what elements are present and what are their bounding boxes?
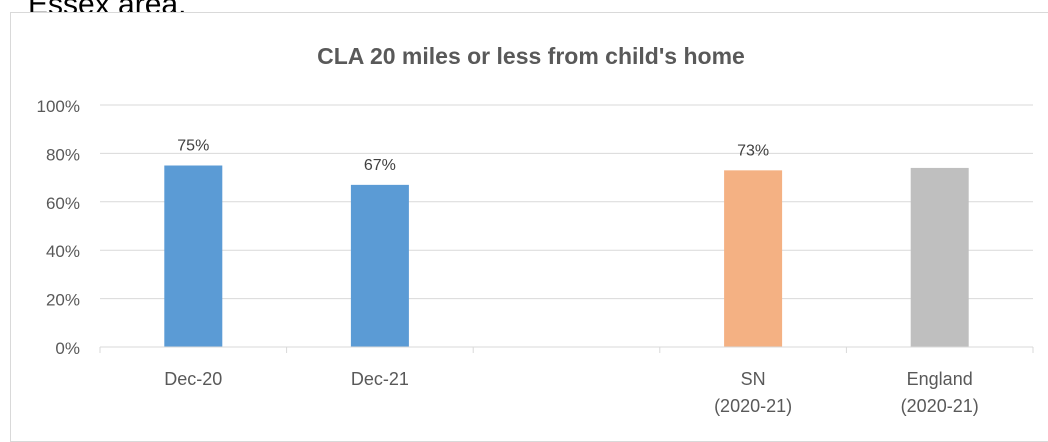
y-tick-label: 80% [46,145,80,164]
x-tick-label: England [907,369,973,389]
y-tick-label: 100% [37,97,80,116]
y-tick-label: 40% [46,242,80,261]
y-tick-label: 60% [46,194,80,213]
y-tick-label: 0% [55,339,80,358]
bar-chart: CLA 20 miles or less from child's home 0… [37,43,1034,416]
x-tick-label: (2020-21) [714,396,792,416]
data-label: 67% [364,157,396,174]
x-tick-label: Dec-21 [351,369,409,389]
bar [350,184,409,347]
y-axis-tick-labels: 0% 20% 40% 60% 80% 100% [37,97,80,358]
x-axis [99,346,1034,353]
data-label: 75% [177,138,209,155]
bar [910,167,969,347]
x-tick-label: (2020-21) [901,396,979,416]
x-tick-label: SN [741,369,766,389]
data-label: 73% [737,142,769,159]
chart-title: CLA 20 miles or less from child's home [317,43,745,69]
gridlines [100,104,1033,300]
bar [164,165,223,347]
x-axis-tick-labels: Dec-20 Dec-21 SN (2020-21) England (2020-21) [164,369,978,416]
y-tick-label: 20% [46,291,80,310]
bar [724,170,783,347]
data-labels: 75% 67% 73% [177,138,769,174]
bars [164,165,969,347]
x-tick-label: Dec-20 [164,369,222,389]
